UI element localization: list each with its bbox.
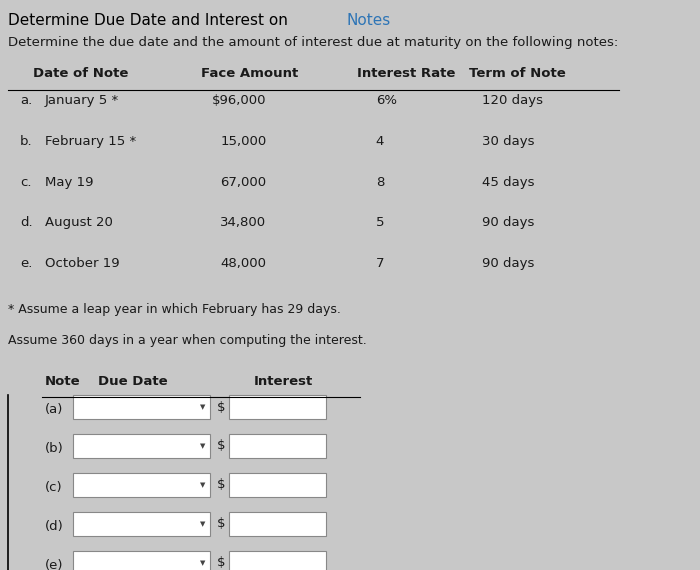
Text: d.: d. (20, 216, 33, 229)
Text: 48,000: 48,000 (220, 256, 267, 270)
Text: (b): (b) (45, 442, 64, 455)
Text: 5: 5 (376, 216, 384, 229)
FancyBboxPatch shape (229, 473, 326, 497)
Text: $96,000: $96,000 (212, 95, 267, 107)
Text: Notes: Notes (346, 13, 391, 28)
Text: (d): (d) (45, 520, 64, 532)
Text: (a): (a) (45, 403, 64, 416)
Text: Face Amount: Face Amount (201, 67, 298, 80)
Text: Due Date: Due Date (98, 374, 168, 388)
Text: May 19: May 19 (45, 176, 94, 189)
Text: b.: b. (20, 135, 33, 148)
Text: 45 days: 45 days (482, 176, 534, 189)
Text: 7: 7 (376, 256, 384, 270)
Text: 34,800: 34,800 (220, 216, 267, 229)
Text: $: $ (217, 439, 225, 453)
Text: * Assume a leap year in which February has 29 days.: * Assume a leap year in which February h… (8, 303, 340, 316)
Text: February 15 *: February 15 * (45, 135, 136, 148)
Text: Interest Rate: Interest Rate (357, 67, 456, 80)
Text: $: $ (217, 478, 225, 491)
Text: January 5 *: January 5 * (45, 95, 119, 107)
FancyBboxPatch shape (74, 395, 211, 419)
Text: 90 days: 90 days (482, 256, 534, 270)
Text: ▼: ▼ (200, 443, 206, 449)
Text: ▼: ▼ (200, 404, 206, 410)
Text: Term of Note: Term of Note (470, 67, 566, 80)
Text: 15,000: 15,000 (220, 135, 267, 148)
Text: Note: Note (45, 374, 80, 388)
Text: c.: c. (20, 176, 32, 189)
FancyBboxPatch shape (229, 512, 326, 536)
FancyBboxPatch shape (229, 434, 326, 458)
FancyBboxPatch shape (74, 473, 211, 497)
Text: Determine the due date and the amount of interest due at maturity on the followi: Determine the due date and the amount of… (8, 36, 618, 49)
Text: 8: 8 (376, 176, 384, 189)
FancyBboxPatch shape (74, 512, 211, 536)
Text: $: $ (217, 401, 225, 414)
Text: $: $ (217, 518, 225, 531)
Text: ▼: ▼ (200, 521, 206, 527)
Text: October 19: October 19 (45, 256, 120, 270)
Text: 90 days: 90 days (482, 216, 534, 229)
Text: e.: e. (20, 256, 32, 270)
Text: (e): (e) (45, 559, 64, 570)
Text: 67,000: 67,000 (220, 176, 267, 189)
Text: August 20: August 20 (45, 216, 113, 229)
Text: Determine Due Date and Interest on: Determine Due Date and Interest on (8, 13, 293, 28)
Text: Assume 360 days in a year when computing the interest.: Assume 360 days in a year when computing… (8, 334, 366, 347)
Text: 6%: 6% (376, 95, 397, 107)
Text: 120 days: 120 days (482, 95, 543, 107)
Text: ▼: ▼ (200, 482, 206, 488)
Text: a.: a. (20, 95, 32, 107)
FancyBboxPatch shape (229, 551, 326, 570)
FancyBboxPatch shape (74, 434, 211, 458)
Text: ▼: ▼ (200, 560, 206, 566)
Text: 4: 4 (376, 135, 384, 148)
FancyBboxPatch shape (229, 395, 326, 419)
Text: $: $ (217, 556, 225, 569)
Text: Interest: Interest (254, 374, 314, 388)
Text: Date of Note: Date of Note (33, 67, 128, 80)
FancyBboxPatch shape (74, 551, 211, 570)
Text: (c): (c) (45, 481, 63, 494)
Text: 30 days: 30 days (482, 135, 534, 148)
